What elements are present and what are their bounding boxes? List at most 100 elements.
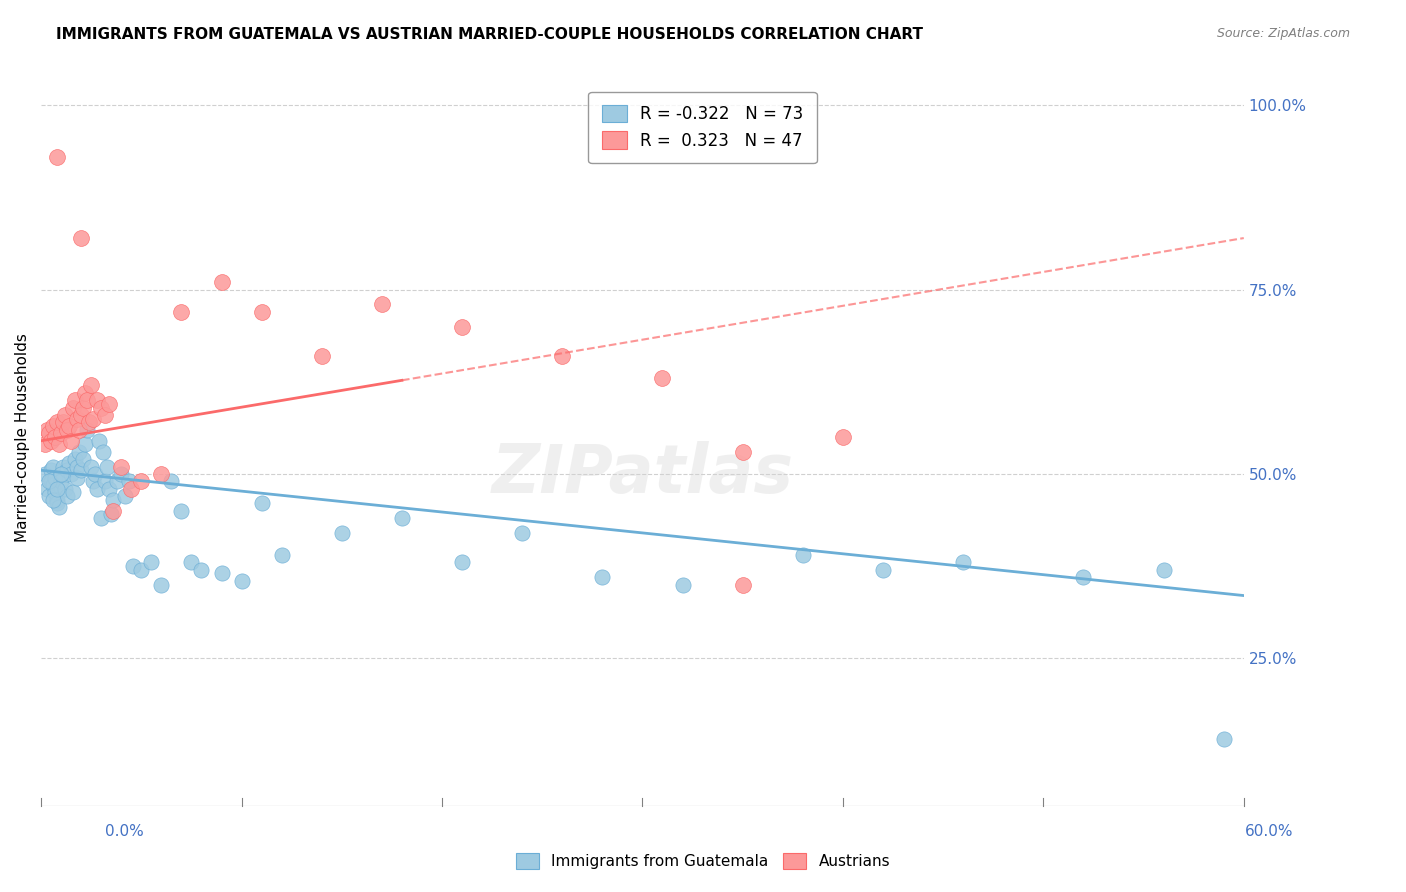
- Point: [42, 419, 65, 434]
- Point: [120, 482, 142, 496]
- Point: [80, 378, 103, 392]
- Point: [42, 459, 65, 474]
- Point: [98, 397, 121, 411]
- Point: [67, 445, 90, 459]
- Point: [150, 467, 173, 481]
- Text: ZIPatlas: ZIPatlas: [492, 441, 793, 507]
- Point: [44, 485, 66, 500]
- Text: IMMIGRANTS FROM GUATEMALA VS AUSTRIAN MARRIED-COUPLE HOUSEHOLDS CORRELATION CHAR: IMMIGRANTS FROM GUATEMALA VS AUSTRIAN MA…: [56, 27, 924, 42]
- Point: [330, 525, 353, 540]
- Point: [60, 467, 83, 481]
- Point: [49, 467, 72, 481]
- Point: [150, 577, 173, 591]
- Legend: Immigrants from Guatemala, Austrians: Immigrants from Guatemala, Austrians: [509, 847, 897, 875]
- Point: [190, 563, 212, 577]
- Point: [66, 411, 89, 425]
- Point: [118, 475, 141, 489]
- Point: [66, 470, 89, 484]
- Point: [76, 393, 98, 408]
- Point: [52, 415, 75, 429]
- Point: [89, 434, 111, 448]
- Point: [311, 349, 333, 363]
- Point: [105, 475, 128, 489]
- Point: [952, 555, 974, 569]
- Point: [62, 485, 84, 500]
- Point: [42, 492, 65, 507]
- Point: [44, 470, 66, 484]
- Point: [56, 489, 79, 503]
- Point: [170, 305, 193, 319]
- Text: Source: ZipAtlas.com: Source: ZipAtlas.com: [1216, 27, 1350, 40]
- Point: [100, 508, 122, 522]
- Point: [75, 437, 97, 451]
- Point: [110, 459, 132, 474]
- Point: [451, 555, 474, 569]
- Point: [82, 411, 104, 425]
- Point: [180, 555, 202, 569]
- Point: [48, 437, 70, 451]
- Point: [211, 275, 233, 289]
- Point: [49, 426, 72, 441]
- Point: [231, 574, 253, 588]
- Point: [131, 475, 153, 489]
- Point: [39, 463, 62, 477]
- Point: [510, 525, 533, 540]
- Point: [46, 482, 69, 496]
- Point: [70, 408, 93, 422]
- Point: [96, 459, 118, 474]
- Point: [39, 475, 62, 489]
- Point: [42, 478, 65, 492]
- Point: [56, 423, 79, 437]
- Point: [122, 559, 145, 574]
- Point: [67, 423, 90, 437]
- Point: [170, 504, 193, 518]
- Point: [86, 393, 108, 408]
- Point: [141, 555, 163, 569]
- Point: [160, 475, 183, 489]
- Point: [52, 459, 75, 474]
- Legend: R = -0.322   N = 73, R =  0.323   N = 47: R = -0.322 N = 73, R = 0.323 N = 47: [589, 92, 817, 163]
- Point: [131, 563, 153, 577]
- Point: [53, 482, 76, 496]
- Point: [91, 445, 114, 459]
- Point: [66, 459, 89, 474]
- Point: [34, 467, 56, 481]
- Point: [110, 467, 132, 481]
- Point: [82, 475, 104, 489]
- Point: [46, 415, 69, 429]
- Point: [46, 496, 69, 510]
- Point: [77, 415, 100, 429]
- Point: [39, 434, 62, 448]
- Point: [75, 385, 97, 400]
- Point: [72, 401, 94, 415]
- Point: [58, 419, 80, 434]
- Point: [731, 445, 754, 459]
- Point: [60, 434, 83, 448]
- Point: [63, 393, 86, 408]
- Point: [103, 492, 125, 507]
- Point: [38, 426, 60, 441]
- Point: [34, 437, 56, 451]
- Point: [591, 570, 613, 584]
- Point: [94, 408, 117, 422]
- Point: [44, 430, 66, 444]
- Point: [371, 297, 394, 311]
- Point: [84, 467, 107, 481]
- Point: [1212, 732, 1234, 747]
- Point: [250, 305, 273, 319]
- Point: [53, 408, 76, 422]
- Point: [62, 401, 84, 415]
- Point: [90, 401, 112, 415]
- Point: [37, 423, 59, 437]
- Point: [1153, 563, 1175, 577]
- Point: [103, 504, 125, 518]
- Point: [70, 231, 93, 245]
- Y-axis label: Married-couple Households: Married-couple Households: [15, 333, 30, 541]
- Point: [80, 459, 103, 474]
- Point: [76, 423, 98, 437]
- Point: [56, 463, 79, 477]
- Point: [872, 563, 894, 577]
- Point: [551, 349, 574, 363]
- Point: [671, 577, 693, 591]
- Point: [37, 482, 59, 496]
